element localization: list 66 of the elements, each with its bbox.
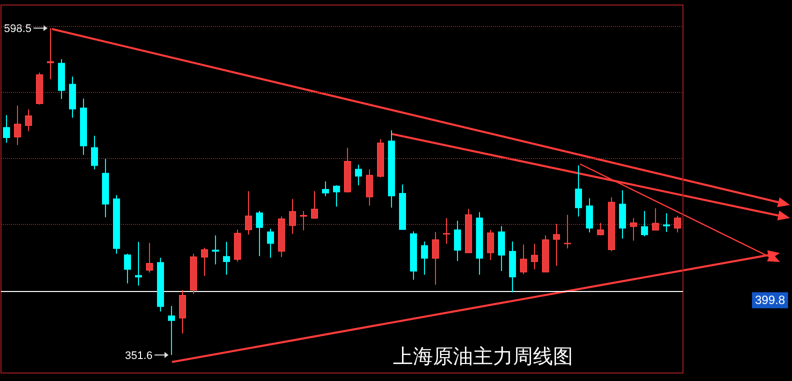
candlestick xyxy=(168,306,175,356)
candlestick xyxy=(146,242,153,274)
candlestick xyxy=(344,147,351,193)
candlestick xyxy=(586,198,593,233)
candlestick xyxy=(421,241,428,276)
candlestick xyxy=(388,130,395,208)
candlestick xyxy=(619,190,626,240)
candlestick xyxy=(278,216,285,258)
candlestick xyxy=(3,114,10,144)
candlestick xyxy=(630,218,637,242)
candlestick xyxy=(608,196,615,252)
candlestick xyxy=(575,164,582,218)
candlestick xyxy=(212,234,219,265)
candlestick xyxy=(597,222,604,236)
candlestick xyxy=(509,241,516,293)
candlestick xyxy=(190,253,197,294)
candlestick xyxy=(377,138,384,178)
candlestick xyxy=(652,208,659,231)
candlestick xyxy=(443,218,450,244)
candlestick xyxy=(432,232,439,286)
candlestick xyxy=(80,98,87,156)
candlestick xyxy=(201,247,208,276)
candlestick xyxy=(674,215,681,233)
candlestick xyxy=(47,28,54,80)
candlestick xyxy=(124,253,131,284)
candlestick xyxy=(366,168,373,206)
candlestick xyxy=(223,241,230,276)
candlestick xyxy=(267,228,274,258)
candlestick xyxy=(25,108,32,132)
candlestick xyxy=(102,158,109,218)
candlestick xyxy=(476,212,483,276)
candlestick xyxy=(542,234,549,272)
candlestick xyxy=(58,58,65,100)
candlestick xyxy=(498,226,505,272)
candlestick xyxy=(553,223,560,266)
candlestick xyxy=(520,244,527,275)
candlestick xyxy=(91,135,98,170)
ref-line-label: 399.8 xyxy=(755,293,786,308)
candlestick xyxy=(465,208,472,254)
candlestick xyxy=(234,229,241,262)
candlestick xyxy=(14,104,21,146)
candlestick xyxy=(113,194,120,254)
candlestick xyxy=(399,184,406,230)
candlestick xyxy=(410,230,417,280)
candlestick xyxy=(487,230,494,260)
text: 上海原油主力周线图 xyxy=(393,344,573,368)
candlestick xyxy=(311,190,318,220)
candlestick xyxy=(69,76,76,118)
candlestick xyxy=(179,290,186,334)
candlestick xyxy=(300,210,307,231)
candlestick xyxy=(289,198,296,234)
candlestick xyxy=(564,214,571,249)
candlestick xyxy=(256,210,263,257)
candlestick xyxy=(333,184,340,208)
annotation: 598.5 xyxy=(4,23,32,36)
candlestick xyxy=(36,72,43,106)
candlestick xyxy=(157,257,164,312)
candlestick xyxy=(663,212,670,233)
candlestick xyxy=(641,210,648,237)
candlestick xyxy=(355,164,362,186)
candlestick xyxy=(531,243,538,270)
candlestick xyxy=(322,180,329,197)
candlestick xyxy=(245,190,252,236)
candlestick xyxy=(454,220,461,262)
candlestick xyxy=(135,241,142,286)
annotation: 351.6 xyxy=(124,350,152,362)
